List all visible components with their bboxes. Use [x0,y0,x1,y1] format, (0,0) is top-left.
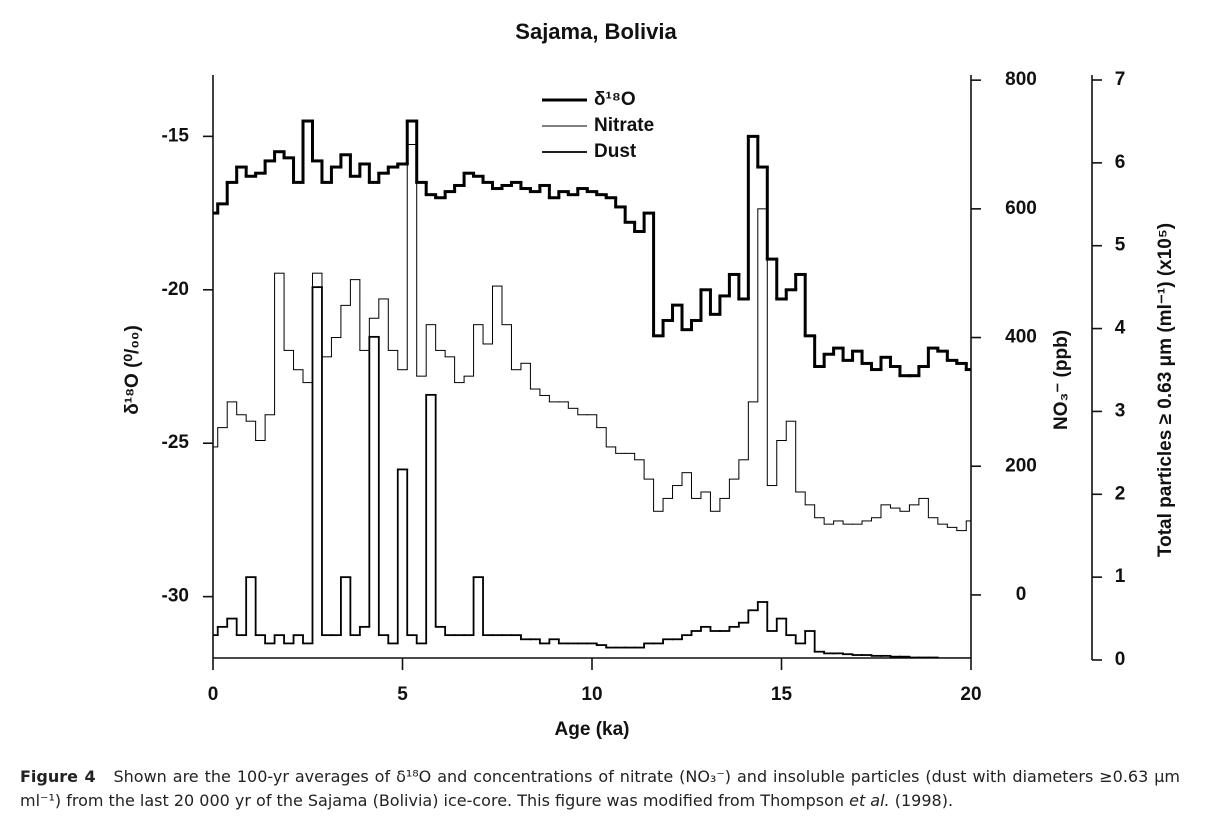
x-tick-label: 5 [397,684,408,705]
plot [213,119,971,658]
y2-axis-label: NO₃⁻ (ppb) [1051,330,1072,430]
y3-axis-label: Total particles ≥ 0.63 μm (ml⁻¹) (x10⁵) [1155,223,1176,557]
chart: Sajama, Bolivia Age (ka) δ¹⁸O (⁰/₀₀) NO₃… [122,19,1176,740]
step-riser [217,144,967,531]
caption-label: Figure 4 [20,767,96,786]
x-tick-label: 0 [208,684,219,705]
y3-tick-label: 7 [1115,69,1126,90]
y3-tick-label: 1 [1115,566,1126,587]
y3-tick-label: 2 [1115,483,1126,504]
caption-text: Shown are the 100-yr averages of δ¹⁸O an… [20,767,1181,810]
y2-tick-label: 200 [1005,455,1037,476]
x-tick-label: 20 [960,684,981,705]
legend-label: Dust [594,141,637,162]
y-tick-label: -15 [162,125,190,146]
legend-label: δ¹⁸O [594,89,636,110]
y3-tick-label: 4 [1115,318,1126,339]
y3-tick-label: 0 [1115,649,1126,670]
step-riser [216,121,968,376]
y2-tick-label: 0 [1016,584,1027,605]
y2-tick-label: 600 [1005,198,1037,219]
step-riser [216,287,939,658]
y3-tick-label: 6 [1115,152,1126,173]
y2-tick-label: 800 [1005,69,1037,90]
x-tick-label: 15 [771,684,793,705]
caption: Figure 4 Shown are the 100-yr averages o… [20,765,1180,813]
y-tick-label: -20 [162,279,189,300]
caption-italic: et al. [849,791,890,810]
y-tick-label: -25 [162,432,190,453]
chart-title: Sajama, Bolivia [515,19,677,44]
y-tick-label: -30 [162,586,189,607]
x-axis-label: Age (ka) [555,719,630,740]
y3-tick-label: 3 [1115,400,1126,421]
x-tick-label: 10 [581,684,602,705]
y-axis-label: δ¹⁸O (⁰/₀₀) [122,325,143,415]
legend-label: Nitrate [594,115,654,136]
y3-tick-label: 5 [1115,235,1126,256]
caption-end: (1998). [894,791,954,810]
y2-tick-label: 400 [1005,327,1037,348]
